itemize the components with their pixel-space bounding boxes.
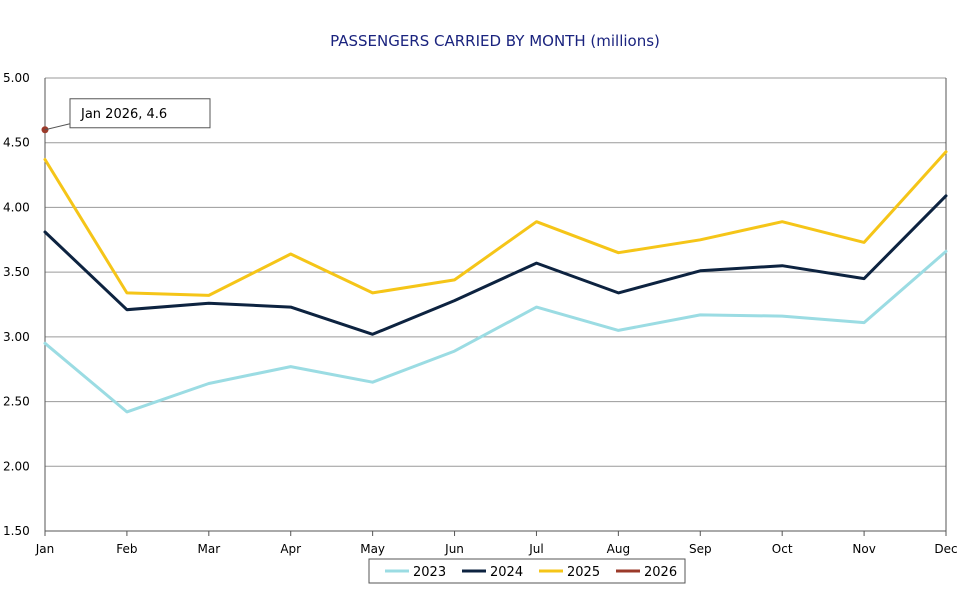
tooltip-leader (44, 123, 71, 131)
x-tick-label: Nov (852, 542, 875, 556)
x-tick-label: Jan (35, 542, 55, 556)
annotation-layer: Jan 2026, 4.6 (44, 98, 211, 131)
y-tick-label: 3.50 (3, 265, 30, 279)
y-tick-label: 1.50 (3, 524, 30, 538)
y-tick-label: 4.00 (3, 200, 30, 214)
x-tick-label: Sep (689, 542, 712, 556)
x-tick-label: Apr (280, 542, 301, 556)
x-tick-label: Aug (607, 542, 630, 556)
tooltip-text: Jan 2026, 4.6 (80, 107, 167, 122)
x-tick-label: Jun (444, 542, 464, 556)
y-tick-label: 5.00 (3, 71, 30, 85)
series-line-2023[interactable] (43, 249, 948, 414)
x-tick-label: Jul (528, 542, 543, 556)
y-tick-label: 2.00 (3, 459, 30, 473)
chart-title: PASSENGERS CARRIED BY MONTH (millions) (330, 32, 660, 50)
legend-label-2025[interactable]: 2025 (567, 565, 600, 580)
axis-layer: 5.00 4.50 4.00 3.50 3.00 2.50 2.00 1.50 Jan Feb Ma… (3, 71, 958, 556)
y-tick-label: 4.50 (3, 136, 30, 150)
y-tick-label: 3.00 (3, 330, 30, 344)
x-tick-label: Oct (772, 542, 793, 556)
legend-label-2023[interactable]: 2023 (413, 565, 446, 580)
x-tick-label: Mar (197, 542, 220, 556)
grid-layer (45, 77, 946, 532)
x-tick-label: Feb (116, 542, 137, 556)
legend[interactable]: 2023 2024 2025 2026 (368, 558, 686, 584)
y-tick-label: 2.50 (3, 395, 30, 409)
legend-label-2026[interactable]: 2026 (644, 565, 677, 580)
tooltip-box (69, 98, 211, 129)
x-tick-label: Dec (934, 542, 957, 556)
series-layer (41, 126, 948, 414)
legend-label-2024[interactable]: 2024 (490, 565, 523, 580)
series-line-2024[interactable] (43, 194, 948, 336)
series-line-2025[interactable] (43, 150, 948, 297)
x-tick-label: May (360, 542, 385, 556)
